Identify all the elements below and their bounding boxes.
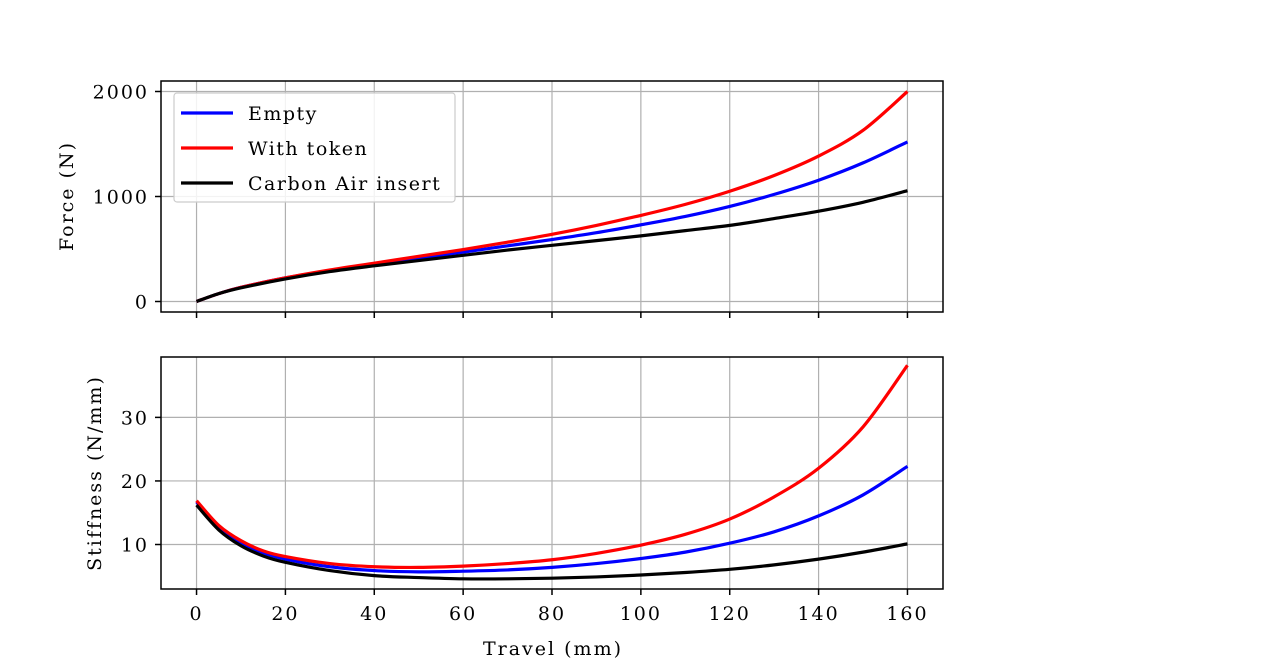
stiffness-xlabel: Travel (mm) [483,638,623,660]
stiffness-series-carbon-air-insert [195,504,908,581]
legend-label-carbon-air-insert: Carbon Air insert [248,173,441,195]
stiffness-ytick-label: 20 [121,471,149,493]
stiffness-ylabel: Stiffness (N/mm) [84,375,106,571]
force-series-carbon-air-insert [196,189,908,304]
stiffness-xtick-label: 60 [449,603,477,625]
legend: Empty With token Carbon Air insert [173,92,456,203]
stiffness-xtick-label: 100 [620,603,662,625]
stiffness-ytick-label: 30 [121,407,149,429]
stiffness-xtick-label: 80 [538,603,566,625]
stiffness-panel: 0 20 40 60 80 100 120 140 160 10 20 30 Stiffness (N… [84,356,944,660]
force-ylabel: Force (N) [56,141,78,251]
stiffness-xtick-label: 40 [360,603,388,625]
force-series-group [196,90,909,304]
stiffness-series-empty [195,464,909,574]
stiffness-series-with-token [195,364,909,570]
stiffness-grid [161,357,943,589]
legend-label-empty: Empty [248,103,318,125]
stiffness-xtick-label: 140 [797,603,839,625]
stiffness-series-group [195,364,909,581]
legend-label-with-token: With token [248,138,368,160]
force-ytick-label: 1000 [93,187,149,209]
stiffness-xtick-label: 160 [886,603,928,625]
force-panel: 0 1000 2000 Force (N) Empty With token Carbo… [56,80,944,318]
stiffness-ticks: 0 20 40 60 80 100 120 140 160 10 20 30 [121,407,928,625]
force-ytick-label: 2000 [93,82,149,104]
force-ytick-label: 0 [135,292,149,314]
stiffness-xtick-label: 0 [189,603,203,625]
legend-frame [173,92,456,203]
stiffness-xtick-label: 20 [271,603,299,625]
stiffness-xtick-label: 120 [709,603,751,625]
force-ticks: 0 1000 2000 [93,82,909,318]
stiffness-ytick-label: 10 [121,535,149,557]
